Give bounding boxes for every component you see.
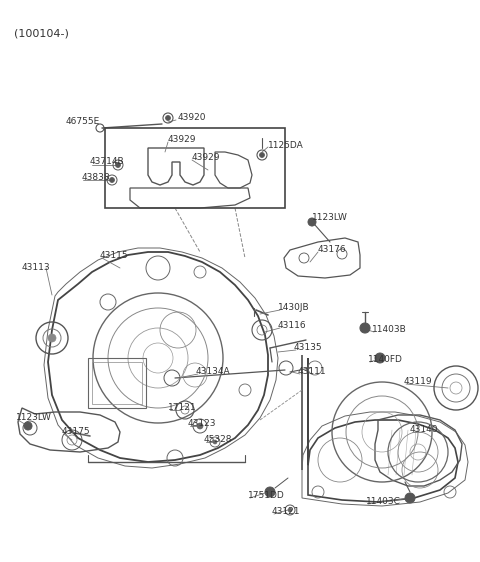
Text: 11403C: 11403C [366,497,401,506]
Text: 43111: 43111 [298,368,326,377]
Text: 43920: 43920 [178,114,206,123]
Circle shape [24,422,32,430]
Circle shape [48,334,56,342]
Text: 43134A: 43134A [196,368,230,377]
Circle shape [116,162,120,167]
Circle shape [260,152,264,157]
Circle shape [308,218,316,226]
Circle shape [288,508,292,512]
Text: 43121: 43121 [272,507,300,516]
Circle shape [360,323,370,333]
Circle shape [375,353,385,363]
Text: 43929: 43929 [168,135,196,144]
Text: 11403B: 11403B [372,325,407,334]
Text: 1430JB: 1430JB [278,303,310,312]
Text: 46755E: 46755E [66,117,100,126]
Text: 43838: 43838 [82,174,110,183]
Text: 43115: 43115 [100,252,129,261]
Text: 1140FD: 1140FD [368,356,403,365]
Bar [92,362,142,404]
Text: 1751DD: 1751DD [248,492,285,501]
Text: 43119: 43119 [404,378,432,387]
Text: 43123: 43123 [188,419,216,428]
Circle shape [109,178,115,183]
Text: 1125DA: 1125DA [268,140,304,149]
Text: 43113: 43113 [22,264,50,273]
Circle shape [213,440,217,444]
Circle shape [166,116,170,120]
Circle shape [265,487,275,497]
Bar [105,128,285,208]
Text: 43176: 43176 [318,246,347,255]
Text: (100104-): (100104-) [14,28,69,38]
Text: 1123LW: 1123LW [312,214,348,223]
Text: 45328: 45328 [204,436,232,445]
Text: 43175: 43175 [62,428,91,437]
Text: 43929: 43929 [192,153,220,162]
Text: 43714B: 43714B [90,157,125,166]
Text: 43140: 43140 [410,425,439,434]
Text: 43135: 43135 [294,343,323,352]
Circle shape [405,493,415,503]
Circle shape [197,423,203,429]
Text: 1123LW: 1123LW [16,414,52,423]
Text: 17121: 17121 [168,404,197,413]
Bar [88,358,146,408]
Text: 43116: 43116 [278,321,307,330]
